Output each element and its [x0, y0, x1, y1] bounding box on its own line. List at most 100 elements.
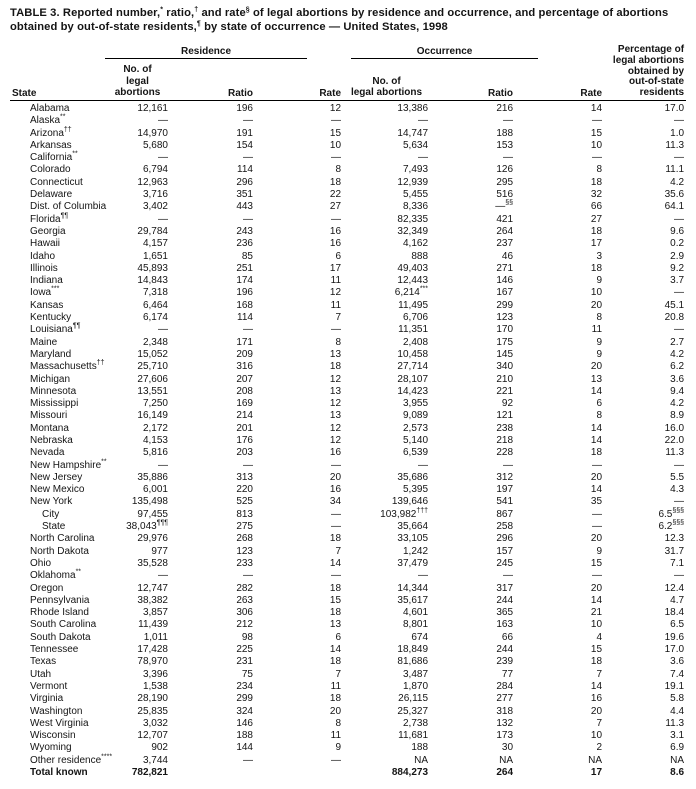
state-cell: New Hampshire** [30, 458, 107, 471]
value-cell: 11.3 [665, 447, 685, 459]
value-cell: 146 [236, 717, 253, 729]
value-cell: 251 [236, 262, 253, 274]
value-cell: 191 [236, 127, 253, 139]
value-cell: 15,052 [137, 348, 168, 360]
value-cell: 312 [496, 471, 514, 483]
state-cell: State [42, 521, 66, 533]
value-cell: 35,528 [137, 557, 168, 569]
value-cell: 8 [596, 410, 603, 422]
value-cell: 27 [590, 213, 603, 225]
value-cell: 674 [411, 631, 429, 643]
value-cell: 188 [236, 730, 253, 742]
value-cell: 146 [496, 275, 514, 287]
value-cell: 12,747 [137, 582, 168, 594]
value-cell: — [418, 570, 429, 582]
value-cell: 4.4 [670, 705, 685, 717]
occurrence-number-line2: legal abortions [350, 87, 423, 99]
state-cell: Oregon [30, 582, 64, 594]
value-cell: 22.0 [664, 435, 685, 446]
value-cell: 30 [501, 742, 514, 754]
value-cell: — [243, 213, 253, 225]
value-cell: 66 [501, 631, 514, 643]
value-cell: — [418, 115, 429, 127]
state-cell: Kansas [30, 299, 64, 311]
value-cell: 188 [411, 742, 429, 754]
value-cell: 209 [236, 348, 253, 360]
value-cell: 8 [335, 336, 342, 348]
value-cell: 5,680 [142, 139, 168, 151]
value-cell: 168 [236, 299, 253, 311]
value-cell: — [331, 570, 342, 582]
table-row: Iowa*** 7,318 196 12 6,214*** 167 10 — [10, 286, 686, 299]
value-cell: 5,395 [402, 484, 429, 496]
value-cell: 18 [329, 693, 342, 705]
value-cell: 13 [329, 619, 342, 631]
value-cell: 8.6 [670, 767, 685, 779]
value-cell: 132 [496, 717, 514, 729]
value-cell: 25,710 [137, 361, 168, 373]
value-cell: 126 [496, 164, 514, 176]
state-cell: Dist. of Columbia [30, 201, 107, 213]
table-row: North Carolina 29,976 268 18 33,105 296 20 12.3 [10, 533, 686, 545]
value-cell: 12 [329, 373, 342, 385]
value-cell: 5.8 [670, 693, 685, 705]
table-row: New York 135,498 525 34 139,646 541 35 — [10, 496, 686, 508]
value-cell: 6,214*** [394, 286, 429, 299]
value-cell: 18 [590, 262, 603, 274]
state-cell: Total known [30, 767, 88, 779]
table-row: City 97,455 813 — 103,982††† 867 — 6.5§§§ [10, 507, 686, 521]
value-cell: 154 [236, 139, 253, 151]
value-cell: 867 [496, 508, 514, 520]
value-cell: 16 [590, 693, 603, 705]
value-cell: 3,396 [142, 668, 168, 680]
value-cell: 103,982††† [380, 507, 429, 520]
state-cell: Virginia [30, 693, 64, 705]
value-cell: 5,816 [142, 447, 168, 459]
value-cell: 7.1 [670, 557, 685, 569]
value-cell: — [592, 459, 603, 471]
value-cell: 16 [329, 225, 342, 237]
value-cell: — [592, 521, 603, 533]
value-cell: 78,970 [137, 656, 168, 668]
value-cell: 13,386 [397, 102, 429, 114]
value-cell: 884,273 [391, 767, 429, 779]
value-cell: 214 [236, 410, 253, 422]
state-cell: South Carolina [30, 619, 97, 631]
table-row: Colorado 6,794 114 8 7,493 126 8 11.1 [10, 164, 686, 176]
state-cell: Michigan [30, 373, 71, 385]
value-cell: 10 [590, 139, 603, 151]
value-cell: NA [588, 754, 603, 766]
state-cell: North Dakota [30, 545, 89, 557]
table-row: Tennessee 17,428 225 14 18,849 244 15 17.0 [10, 644, 686, 656]
table-row: Delaware 3,716 351 22 5,455 516 32 35.6 [10, 189, 686, 201]
value-cell: — [674, 324, 685, 336]
value-cell [170, 767, 255, 779]
value-cell: 26,115 [398, 693, 429, 705]
value-cell: 123 [496, 312, 514, 324]
value-cell: 11,495 [398, 299, 429, 311]
value-cell: 34 [329, 496, 342, 508]
value-cell: 9 [596, 336, 603, 348]
value-cell: — [243, 459, 253, 471]
value-cell: — [331, 754, 342, 766]
value-cell: 2,408 [402, 336, 429, 348]
value-cell: 9.6 [670, 225, 685, 237]
value-cell: 19.6 [664, 631, 685, 643]
value-cell: 28,107 [397, 373, 429, 385]
value-cell: 18 [590, 656, 603, 668]
value-cell: 12,707 [137, 730, 168, 742]
col-header-occurrence-number: No. of legal abortions [343, 59, 430, 100]
value-cell: 135,498 [131, 496, 168, 508]
value-cell: 17,428 [137, 644, 168, 656]
value-cell: 20 [590, 299, 603, 311]
value-cell: 35.6 [664, 189, 685, 201]
value-cell: 3.6 [670, 373, 685, 385]
value-cell: 12,161 [137, 102, 168, 114]
col-header-state: State [12, 87, 37, 99]
value-cell: — [503, 459, 514, 471]
state-cell: Montana [30, 422, 69, 434]
value-cell: — [331, 508, 342, 520]
value-cell: 15 [590, 127, 603, 139]
value-cell: 14 [590, 680, 603, 692]
